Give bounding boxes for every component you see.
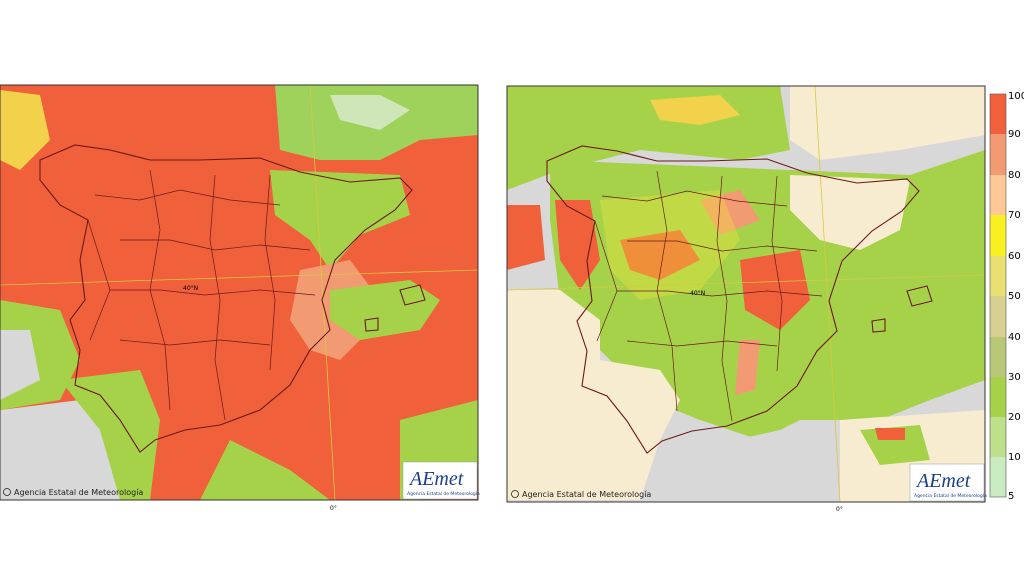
field: [790, 86, 985, 160]
logo-subtitle: Agencia Estatal de Meteorología: [407, 490, 480, 497]
colorbar-tick-label: 5: [1008, 491, 1014, 502]
field: [740, 250, 810, 330]
copyright: Agencia Estatal de Meteorología: [522, 490, 651, 499]
field: [330, 95, 410, 130]
color-step: [990, 457, 1006, 497]
color-step: [990, 377, 1006, 417]
field: [330, 280, 440, 340]
field: [660, 430, 830, 500]
color-step: [990, 417, 1006, 457]
colorbar-tick-label: 70: [1008, 210, 1021, 221]
field: [875, 428, 905, 440]
copyright: Agencia Estatal de Meteorología: [14, 488, 143, 497]
field: [700, 190, 760, 235]
colorbar-tick-label: 30: [1008, 372, 1021, 383]
color-step: [990, 337, 1006, 377]
color-step: [990, 175, 1006, 215]
logo: AEmet: [408, 468, 464, 490]
logo: AEmet: [915, 470, 971, 492]
latitude-label: 40°N: [690, 290, 705, 297]
longitude-label: 0°: [836, 506, 843, 513]
colorbar: 100 90 80 70 60 50 40 30 20 10 5: [989, 91, 1024, 502]
field: [60, 370, 160, 500]
map-panel-left: 40°N 0° Agencia Estatal de Meteorología …: [0, 84, 480, 512]
graticule: [309, 84, 336, 501]
field: [0, 90, 50, 170]
colorbar-tick-label: 60: [1008, 251, 1021, 262]
color-step: [990, 256, 1006, 296]
latitude-label: 40°N: [183, 285, 198, 292]
color-step: [990, 94, 1006, 134]
field: [507, 205, 545, 270]
field: [555, 200, 600, 290]
copyright-icon: [511, 490, 519, 498]
map-panel-right: 40°N 0° Agencia Estatal de Meteorología …: [506, 85, 987, 513]
colorbar-tick-label: 10: [1008, 452, 1021, 463]
color-step: [990, 134, 1006, 175]
field: [270, 170, 410, 270]
field: [650, 95, 740, 125]
field: [600, 190, 740, 300]
colorbar-tick-label: 20: [1008, 412, 1021, 423]
colorbar-tick-label: 100: [1008, 91, 1024, 102]
logo-box: [909, 463, 985, 502]
colorbar-tick-label: 50: [1008, 291, 1021, 302]
map-frame: [0, 84, 479, 501]
logo-subtitle: Agencia Estatal de Meteorología: [914, 492, 987, 499]
colorbar-tick-label: 80: [1008, 170, 1021, 181]
color-step: [990, 215, 1006, 256]
field: [200, 440, 330, 500]
map-frame: [506, 85, 986, 503]
colorbar-tick-label: 40: [1008, 332, 1021, 343]
graticule: [0, 269, 479, 286]
field: [620, 230, 700, 280]
field: [507, 290, 680, 500]
longitude-label: 0°: [330, 505, 337, 512]
logo-box: [402, 461, 478, 500]
field: [0, 330, 40, 400]
colorbar-tick-label: 90: [1008, 129, 1021, 140]
color-step: [990, 296, 1006, 337]
copyright-icon: [3, 488, 11, 496]
colorbar-frame: [989, 93, 1007, 498]
field: [735, 340, 760, 395]
graticule: [506, 274, 986, 291]
graticule: [814, 85, 841, 503]
field: [790, 175, 910, 250]
field: [0, 85, 270, 170]
